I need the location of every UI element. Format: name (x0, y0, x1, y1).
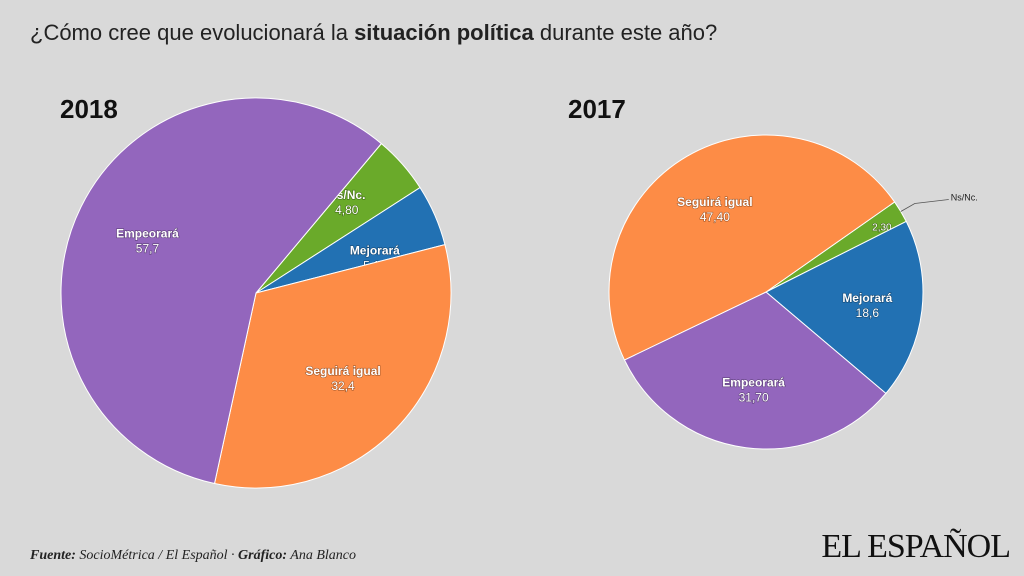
page-title: ¿Cómo cree que evolucionará la situación… (30, 20, 717, 46)
title-suffix: durante este año? (533, 20, 718, 45)
title-prefix: ¿Cómo cree que evolucionará la (30, 20, 355, 45)
slice-label-2018-empeorara: Empeorará (116, 227, 179, 241)
slice-value-2017-seguira-igual: 47,40 (700, 210, 730, 224)
graphic-text: Ana Blanco (287, 548, 357, 563)
slice-label-2017-ns-nc: Ns/Nc. (951, 192, 978, 202)
slice-value-2018-empeorara: 57,7 (136, 242, 160, 256)
slice-2017-mejorara (765, 220, 924, 395)
source-text: SocioMétrica / El Español · (75, 548, 239, 563)
pie-chart-2017: 2,30Ns/Nc.Mejorará18,6Empeorará31,70Segu… (608, 134, 978, 450)
slice-value-2017-mejorara: 18,6 (856, 306, 880, 320)
chart-title-2018: 2018 (60, 94, 118, 124)
leader-line-2017-ns-nc (900, 199, 949, 212)
slice-2018-empeorara (60, 97, 383, 485)
slice-value-2018-seguira-igual: 32,4 (331, 379, 355, 393)
pie-chart-2018: Ns/Nc.4,80Mejorará5,10Seguirá igual32,4E… (60, 97, 452, 489)
title-bold: situación política (354, 20, 534, 45)
slice-value-2018-ns-nc: 4,80 (335, 203, 359, 217)
slice-2017-seguira-igual (608, 134, 896, 361)
graphic-label: Gráfico: (238, 548, 288, 563)
slice-value-2017-empeorara: 31,70 (739, 391, 769, 405)
slice-label-2017-empeorara: Empeorará (722, 376, 785, 390)
slice-label-2017-seguira-igual: Seguirá igual (677, 195, 752, 209)
slice-label-2017-mejorara: Mejorará (842, 291, 892, 305)
chart-title-2017: 2017 (568, 94, 626, 124)
slice-label-2018-mejorara: Mejorará (350, 244, 400, 258)
slice-2018-seguira-igual (213, 244, 452, 489)
slice-label-2018-seguira-igual: Seguirá igual (305, 364, 380, 378)
source-credit: Fuente: SocioMétrica / El Español · Gráf… (30, 548, 356, 564)
brand-logo: EL ESPAÑOL (821, 528, 1011, 565)
slice-2017-empeorara (623, 291, 887, 450)
source-label: Fuente: (30, 548, 76, 563)
